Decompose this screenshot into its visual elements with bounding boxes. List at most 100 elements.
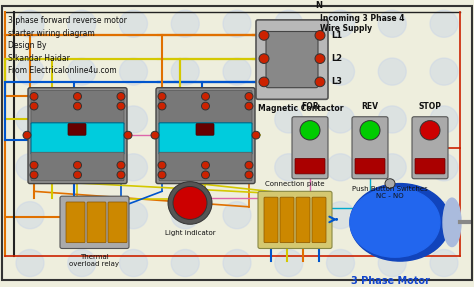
FancyBboxPatch shape <box>266 32 318 88</box>
Circle shape <box>259 54 269 63</box>
Circle shape <box>315 30 325 40</box>
Circle shape <box>73 161 82 169</box>
Ellipse shape <box>171 249 199 277</box>
Circle shape <box>201 161 210 169</box>
Ellipse shape <box>350 184 450 261</box>
Text: L2: L2 <box>331 54 342 63</box>
Ellipse shape <box>275 249 303 277</box>
Circle shape <box>73 92 82 100</box>
FancyBboxPatch shape <box>28 88 127 184</box>
FancyBboxPatch shape <box>280 197 294 243</box>
Text: Connection plate: Connection plate <box>265 181 325 187</box>
Circle shape <box>201 92 210 100</box>
FancyBboxPatch shape <box>60 196 129 249</box>
Ellipse shape <box>68 154 96 181</box>
Circle shape <box>23 131 31 139</box>
Ellipse shape <box>119 58 147 85</box>
Circle shape <box>385 179 395 189</box>
Circle shape <box>30 171 38 179</box>
Ellipse shape <box>16 10 44 37</box>
Ellipse shape <box>275 10 303 37</box>
Ellipse shape <box>275 201 303 229</box>
Circle shape <box>252 131 260 139</box>
Circle shape <box>245 171 253 179</box>
Ellipse shape <box>430 249 458 277</box>
Ellipse shape <box>68 10 96 37</box>
Circle shape <box>117 102 125 110</box>
Circle shape <box>245 92 253 100</box>
Ellipse shape <box>327 106 355 133</box>
Ellipse shape <box>16 58 44 85</box>
Text: N: N <box>315 1 322 10</box>
Circle shape <box>420 121 440 140</box>
Circle shape <box>315 54 325 63</box>
Ellipse shape <box>275 58 303 85</box>
Circle shape <box>73 102 82 110</box>
Ellipse shape <box>119 10 147 37</box>
Ellipse shape <box>430 154 458 181</box>
Ellipse shape <box>378 201 406 229</box>
Ellipse shape <box>430 106 458 133</box>
FancyBboxPatch shape <box>258 191 332 249</box>
FancyBboxPatch shape <box>415 158 445 174</box>
Text: Incoming 3 Phase 4
Wire Supply: Incoming 3 Phase 4 Wire Supply <box>320 14 404 34</box>
Circle shape <box>117 92 125 100</box>
Circle shape <box>158 161 166 169</box>
Circle shape <box>30 92 38 100</box>
Text: STOP: STOP <box>419 102 441 111</box>
Ellipse shape <box>275 106 303 133</box>
Ellipse shape <box>443 198 461 247</box>
FancyBboxPatch shape <box>292 117 328 179</box>
FancyBboxPatch shape <box>31 152 124 181</box>
Text: L1: L1 <box>331 31 342 40</box>
FancyBboxPatch shape <box>196 124 214 135</box>
Text: 3 Phase Motor: 3 Phase Motor <box>351 276 429 286</box>
Ellipse shape <box>327 10 355 37</box>
FancyBboxPatch shape <box>352 117 388 179</box>
Circle shape <box>173 187 207 220</box>
Ellipse shape <box>378 58 406 85</box>
Circle shape <box>124 131 132 139</box>
Circle shape <box>360 121 380 140</box>
Ellipse shape <box>171 58 199 85</box>
Ellipse shape <box>68 106 96 133</box>
Ellipse shape <box>223 106 251 133</box>
Ellipse shape <box>327 249 355 277</box>
FancyBboxPatch shape <box>159 152 252 181</box>
Ellipse shape <box>68 58 96 85</box>
Text: REV: REV <box>362 102 379 111</box>
FancyBboxPatch shape <box>31 123 124 154</box>
FancyBboxPatch shape <box>87 202 106 243</box>
Ellipse shape <box>275 154 303 181</box>
FancyBboxPatch shape <box>412 117 448 179</box>
Ellipse shape <box>223 58 251 85</box>
FancyBboxPatch shape <box>295 158 325 174</box>
FancyBboxPatch shape <box>355 158 385 174</box>
Circle shape <box>201 102 210 110</box>
Ellipse shape <box>16 249 44 277</box>
Ellipse shape <box>171 154 199 181</box>
Ellipse shape <box>16 201 44 229</box>
Text: Magnetic Contactor: Magnetic Contactor <box>258 104 344 113</box>
Ellipse shape <box>119 249 147 277</box>
Ellipse shape <box>171 10 199 37</box>
FancyBboxPatch shape <box>159 123 252 154</box>
FancyBboxPatch shape <box>312 197 326 243</box>
Circle shape <box>168 182 212 224</box>
Circle shape <box>151 131 159 139</box>
Text: Push Button Switches
NC - NO: Push Button Switches NC - NO <box>352 187 428 199</box>
Circle shape <box>30 161 38 169</box>
Ellipse shape <box>16 154 44 181</box>
Circle shape <box>73 171 82 179</box>
Circle shape <box>201 171 210 179</box>
Ellipse shape <box>350 187 440 257</box>
Ellipse shape <box>327 201 355 229</box>
Ellipse shape <box>327 154 355 181</box>
Circle shape <box>117 171 125 179</box>
Circle shape <box>158 92 166 100</box>
FancyBboxPatch shape <box>159 91 252 125</box>
FancyBboxPatch shape <box>256 20 328 99</box>
Ellipse shape <box>430 58 458 85</box>
Ellipse shape <box>223 201 251 229</box>
Ellipse shape <box>223 10 251 37</box>
